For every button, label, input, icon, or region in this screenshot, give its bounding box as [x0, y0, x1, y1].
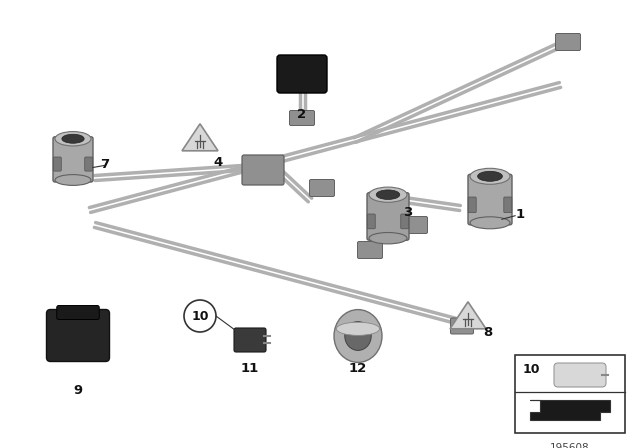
- Ellipse shape: [477, 171, 502, 181]
- Text: 3: 3: [403, 206, 413, 219]
- FancyBboxPatch shape: [53, 137, 93, 182]
- Ellipse shape: [470, 217, 510, 229]
- Text: 12: 12: [349, 362, 367, 375]
- FancyBboxPatch shape: [234, 328, 266, 352]
- Ellipse shape: [470, 168, 510, 184]
- Text: 8: 8: [483, 326, 493, 339]
- FancyBboxPatch shape: [277, 55, 327, 93]
- Ellipse shape: [334, 310, 382, 362]
- FancyBboxPatch shape: [57, 306, 99, 319]
- Text: 11: 11: [241, 362, 259, 375]
- Ellipse shape: [376, 190, 400, 199]
- FancyBboxPatch shape: [554, 363, 606, 387]
- Text: 195608: 195608: [550, 443, 590, 448]
- FancyBboxPatch shape: [47, 310, 109, 362]
- FancyBboxPatch shape: [556, 34, 580, 51]
- Text: 10: 10: [191, 310, 209, 323]
- Polygon shape: [182, 124, 218, 151]
- FancyBboxPatch shape: [289, 111, 314, 125]
- Polygon shape: [530, 401, 610, 420]
- FancyBboxPatch shape: [367, 214, 375, 229]
- FancyBboxPatch shape: [468, 197, 476, 213]
- FancyBboxPatch shape: [84, 157, 93, 171]
- Text: 1: 1: [515, 208, 525, 221]
- Text: 4: 4: [213, 155, 223, 168]
- FancyBboxPatch shape: [403, 216, 428, 233]
- FancyBboxPatch shape: [358, 241, 383, 258]
- Ellipse shape: [55, 175, 91, 185]
- Ellipse shape: [345, 322, 371, 350]
- Text: 2: 2: [298, 108, 307, 121]
- Text: 7: 7: [100, 159, 109, 172]
- FancyBboxPatch shape: [468, 174, 512, 225]
- Ellipse shape: [369, 233, 407, 244]
- Ellipse shape: [369, 187, 407, 202]
- Ellipse shape: [337, 322, 380, 336]
- FancyBboxPatch shape: [504, 197, 512, 213]
- Bar: [515, 355, 625, 433]
- Polygon shape: [450, 302, 486, 329]
- FancyBboxPatch shape: [451, 318, 474, 334]
- Text: 10: 10: [523, 363, 541, 376]
- Ellipse shape: [62, 134, 84, 143]
- Text: 9: 9: [74, 383, 83, 396]
- FancyBboxPatch shape: [401, 214, 409, 229]
- FancyBboxPatch shape: [242, 155, 284, 185]
- FancyBboxPatch shape: [53, 157, 61, 171]
- FancyBboxPatch shape: [367, 193, 409, 240]
- FancyBboxPatch shape: [310, 180, 335, 197]
- Ellipse shape: [55, 132, 91, 146]
